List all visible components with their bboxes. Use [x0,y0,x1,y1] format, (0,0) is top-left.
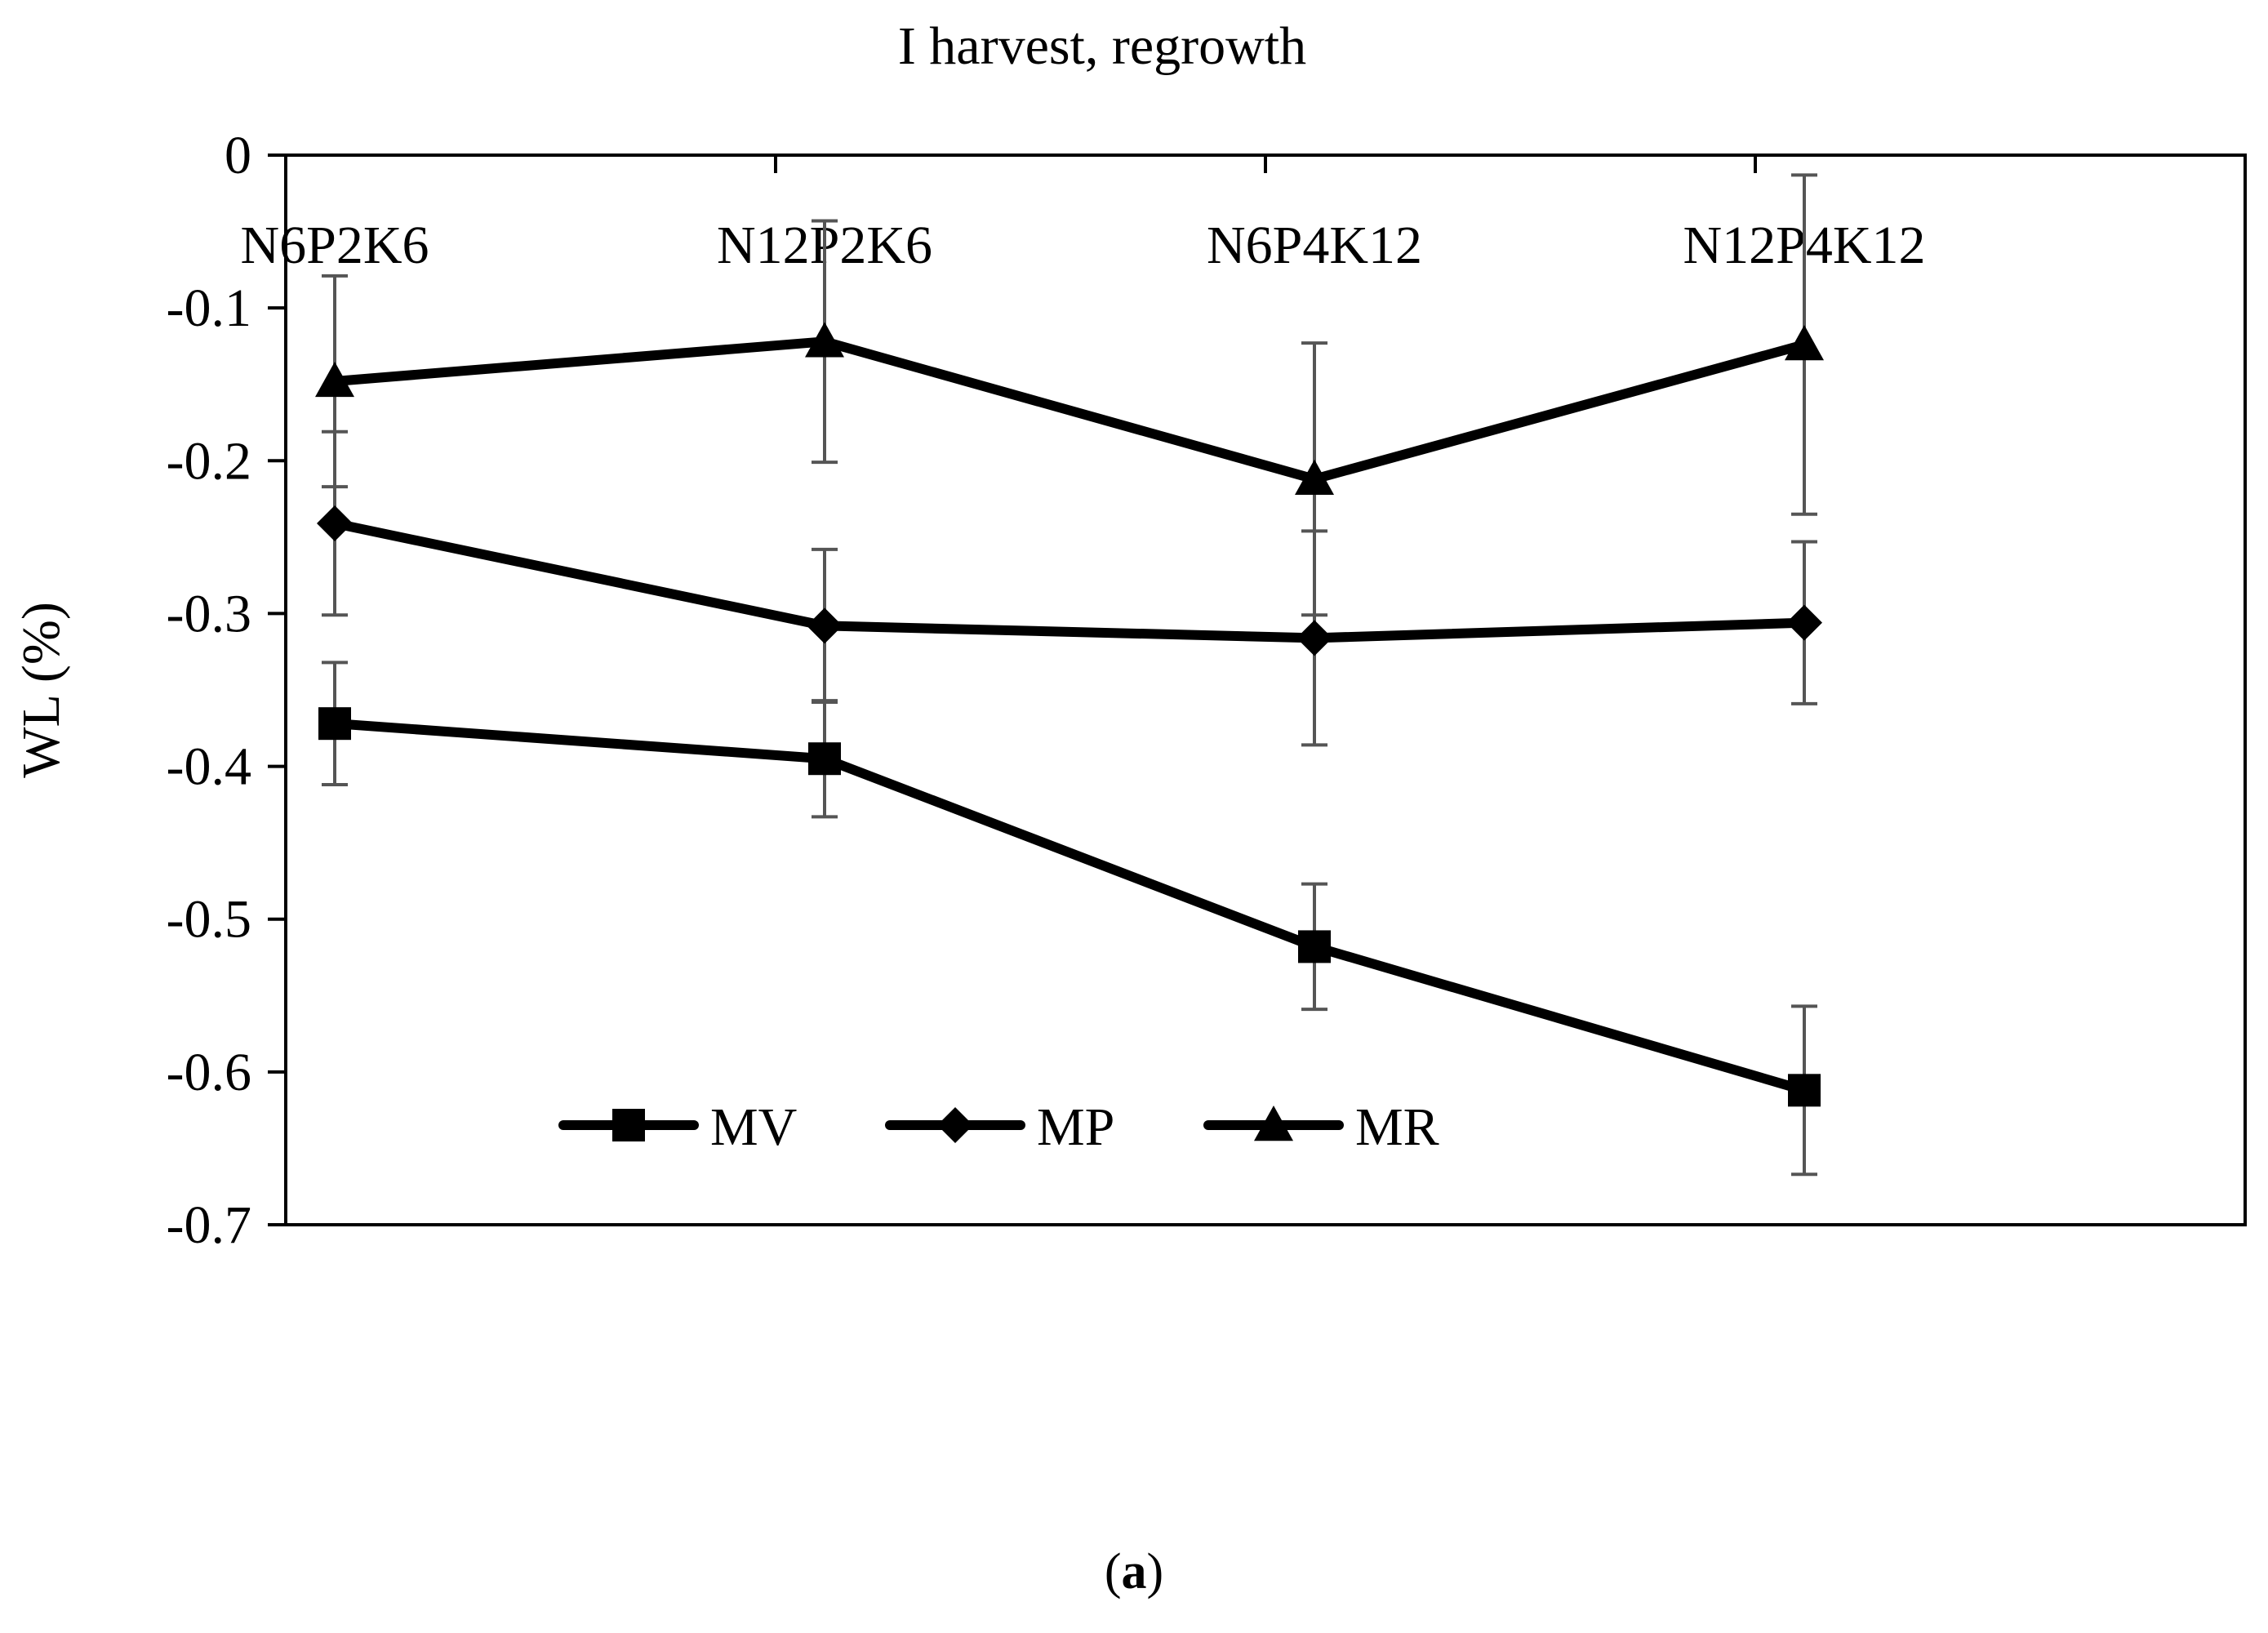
y-tick-label: -0.2 [167,431,251,491]
legend-label-mp: MP [1037,1097,1114,1157]
legend-label-mr: MR [1355,1097,1439,1157]
data-point-mr [1785,325,1824,361]
legend-label-mv: MV [710,1097,797,1157]
y-tick-label: -0.5 [167,890,251,950]
category-label: N6P2K6 [240,216,429,275]
data-point-mp [1786,604,1822,641]
data-point-mv [808,742,841,776]
y-tick-label: -0.4 [167,737,251,797]
series-markers [315,322,1824,1107]
series-line-mr [334,336,1806,484]
y-tick-label: 0 [225,126,251,185]
caption-letter: a [1122,1544,1147,1600]
data-point-mp [807,607,843,644]
legend: MV MP MR [558,1097,1439,1157]
legend-marker-mp [937,1107,973,1143]
y-tick-label: -0.1 [167,278,251,338]
y-tick-label: -0.3 [167,584,251,643]
category-labels: N6P2K6 N12P2K6 N6P4K12 N12P4K12 [240,216,1925,275]
y-axis-label: WL (%) [11,602,71,778]
category-label: N6P4K12 [1207,216,1422,275]
figure-caption: (a) [1105,1544,1163,1600]
data-point-mr [1295,459,1334,495]
chart-title: I harvest, regrowth [898,16,1306,76]
y-tick-label: -0.6 [167,1043,251,1102]
caption-open-paren: ( [1105,1544,1122,1600]
data-point-mv [1788,1074,1821,1107]
y-axis-ticks: 0 -0.1 -0.2 -0.3 -0.4 -0.5 -0.6 -0.7 [167,126,286,1255]
series-line-mp [333,518,1805,643]
data-point-mr [805,322,844,358]
data-point-mr [315,361,354,398]
data-point-mp [317,505,353,542]
y-tick-label: -0.7 [167,1195,251,1255]
data-point-mp [1296,620,1332,656]
legend-marker-mv [612,1109,645,1141]
plot-area [284,154,2247,1226]
series-lines [333,336,1806,1096]
x-axis-ticks [774,155,1757,173]
data-point-mv [318,707,351,741]
series-line-mv [334,719,1806,1096]
legend-marker-mr [1254,1106,1293,1141]
caption-close-paren: ) [1147,1544,1164,1600]
data-point-mv [1298,930,1331,963]
